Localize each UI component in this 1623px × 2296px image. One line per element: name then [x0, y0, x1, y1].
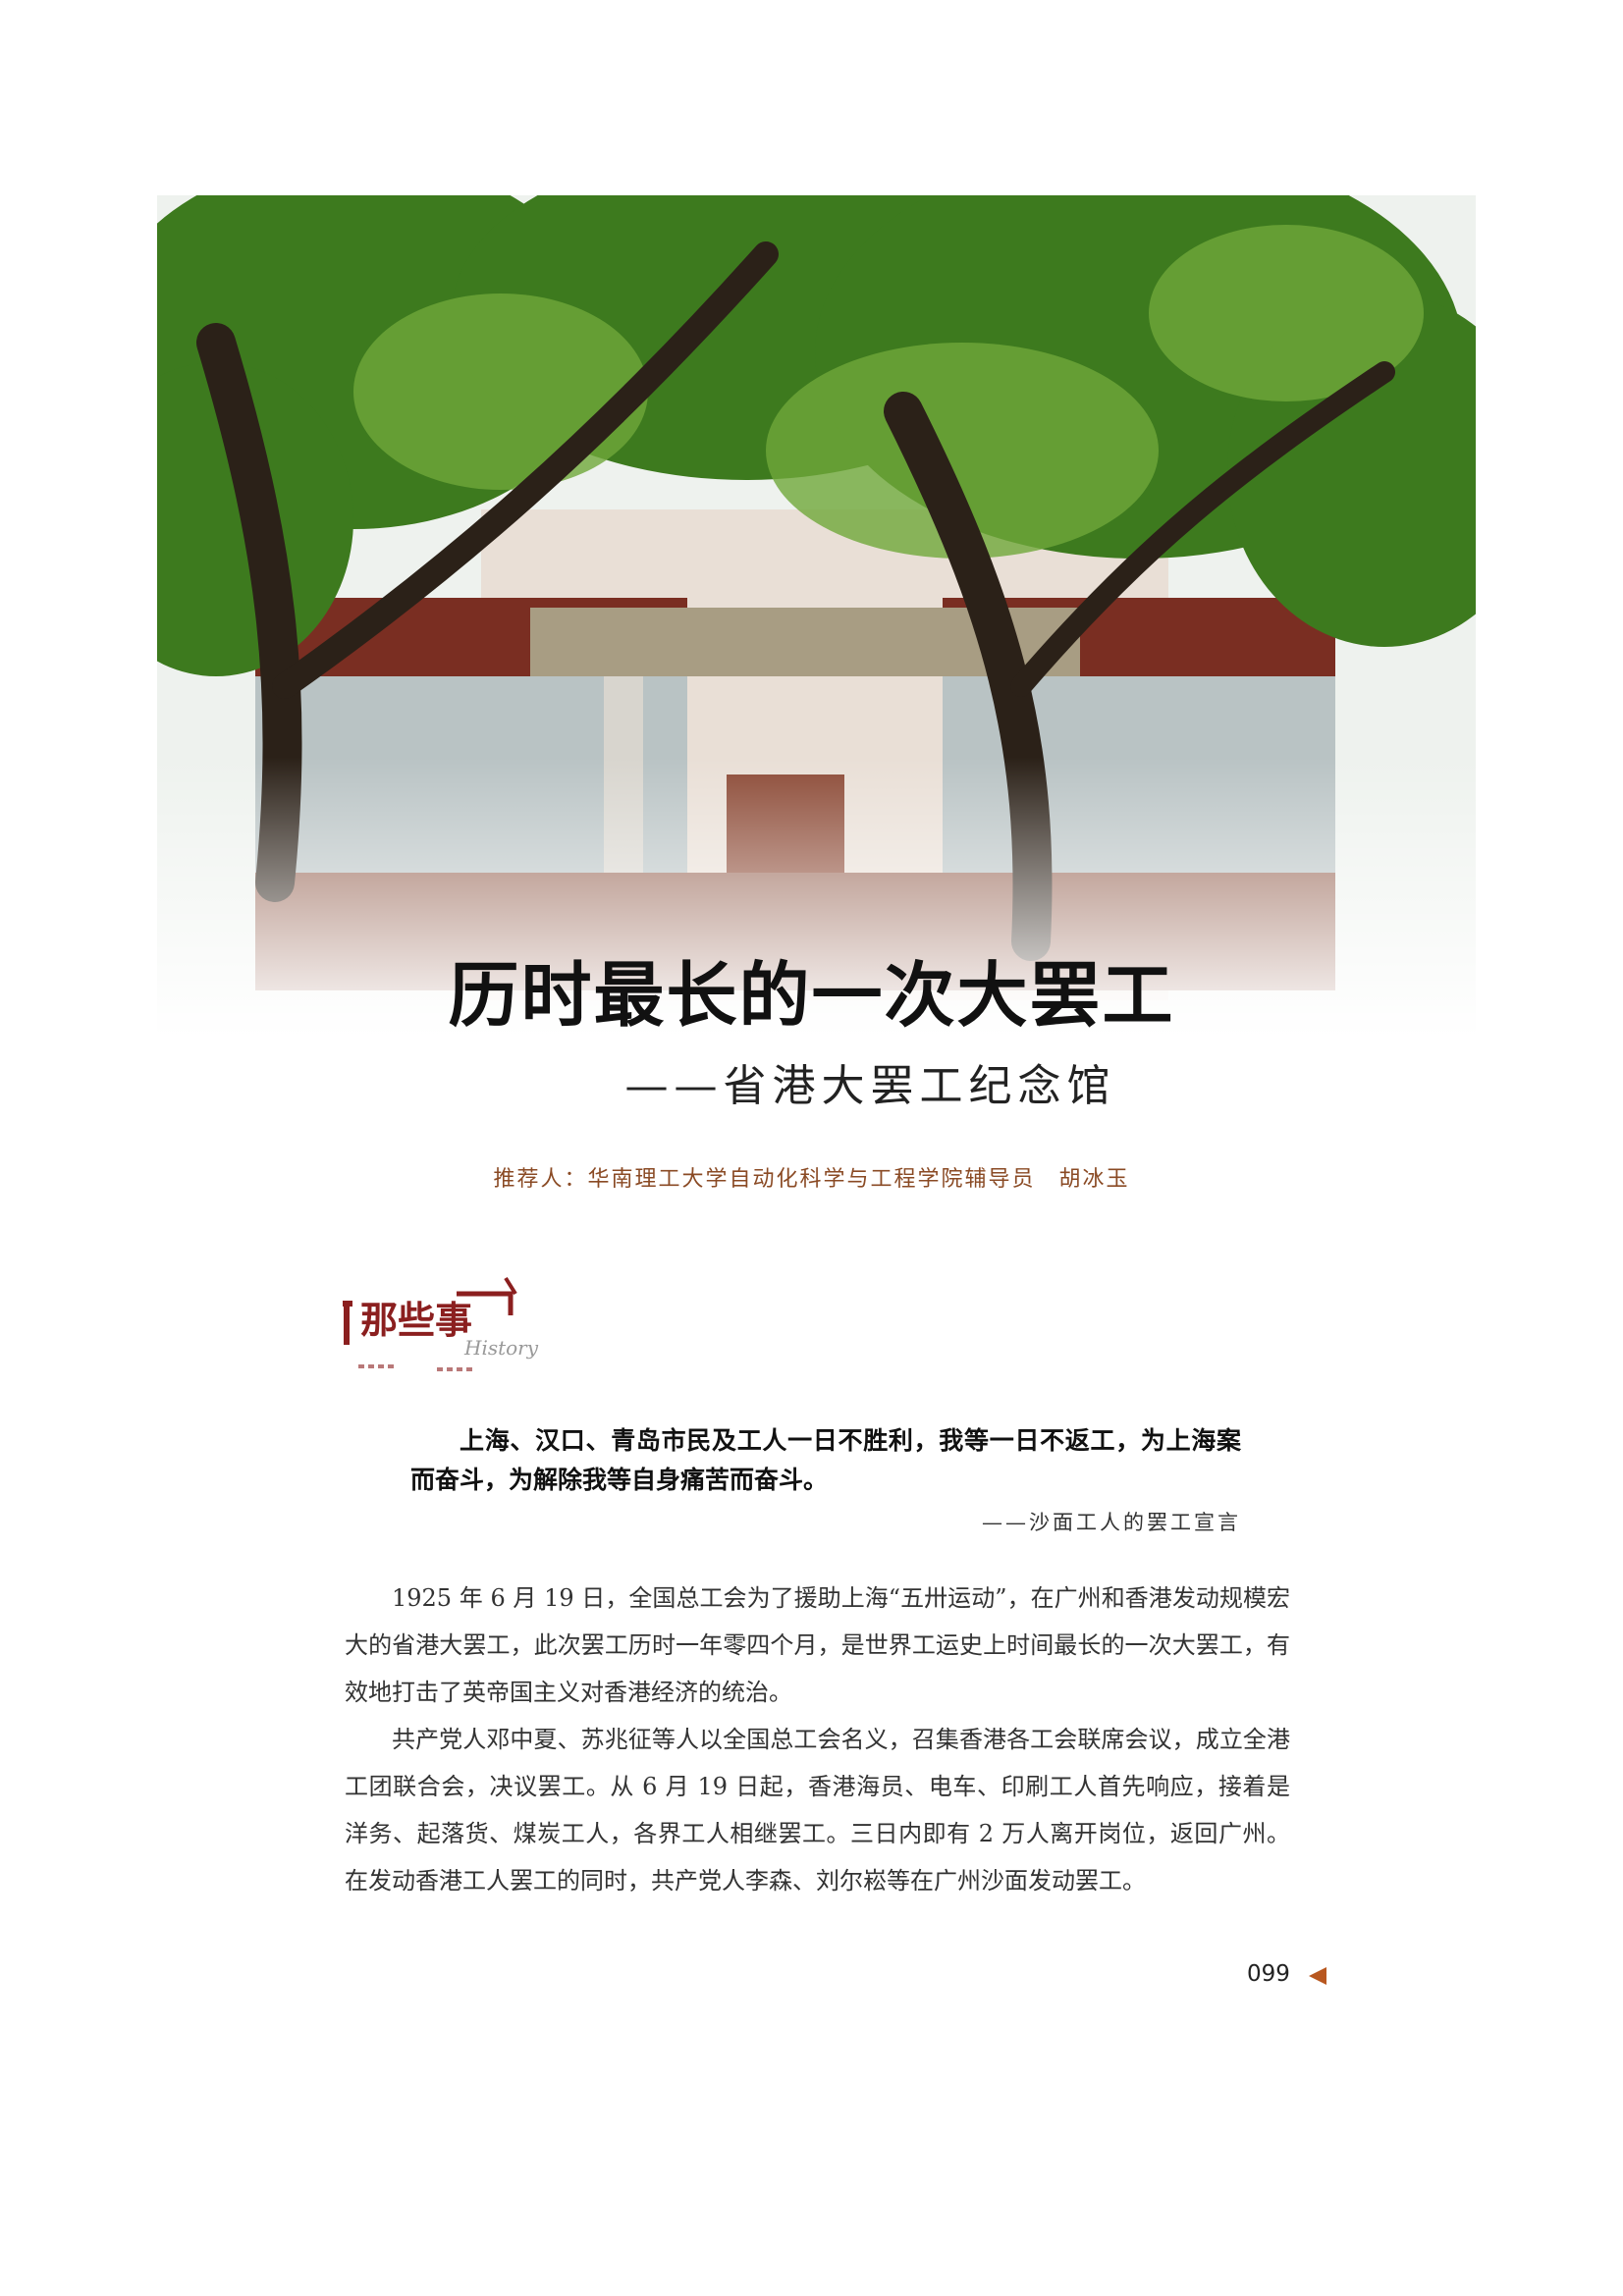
quote-source: ——沙面工人的罢工宣言: [982, 1511, 1241, 1534]
page-arrow: [1309, 1967, 1326, 1985]
page-number: 099: [1247, 1961, 1290, 1987]
paragraph: 1925 年 6 月 19 日，全国总工会为了援助上海“五卅运动”，在广州和香港…: [345, 1584, 1290, 1706]
section-label: 那些事: [360, 1298, 472, 1342]
paragraph: 共产党人邓中夏、苏兆征等人以全国总工会名义，召集香港各工会联席会议，成立全港工团…: [345, 1726, 1290, 1895]
title: 历时最长的一次大罢工: [448, 953, 1175, 1037]
body-text: 1925 年 6 月 19 日，全国总工会为了援助上海“五卅运动”，在广州和香港…: [345, 1575, 1290, 1904]
cover-photo: [157, 195, 1476, 1101]
quote: 上海、汉口、青岛市民及工人一日不胜利，我等一日不返工，为上海案而奋斗，为解除我等…: [410, 1426, 1241, 1494]
section-label-en: History: [463, 1336, 539, 1360]
section-badge: 那些事 History: [343, 1276, 539, 1371]
subtitle: ——省港大罢工纪念馆: [624, 1061, 1116, 1111]
recommender: 推荐人：华南理工大学自动化科学与工程学院辅导员 胡冰玉: [493, 1167, 1130, 1192]
